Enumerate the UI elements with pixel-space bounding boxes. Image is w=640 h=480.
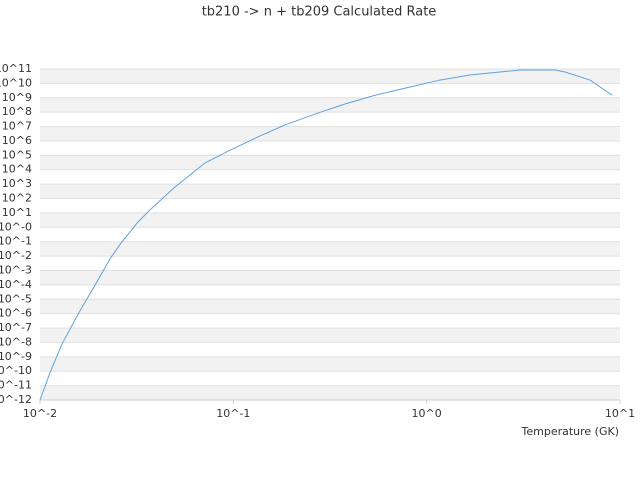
x-tick-label: 10^0 (412, 407, 442, 420)
grid-band (40, 155, 620, 170)
grid-band (40, 299, 620, 314)
y-tick-label: 10^11 (0, 62, 32, 75)
grid-band (40, 126, 620, 141)
y-tick-label: 10^-2 (0, 249, 32, 262)
y-tick-label: 10^10 (0, 76, 32, 89)
y-tick-label: 10^8 (2, 105, 32, 118)
y-tick-label: 10^2 (2, 192, 32, 205)
y-tick-label: 10^-3 (0, 263, 32, 276)
y-tick-label: 10^-9 (0, 350, 32, 363)
x-tick-label: 10^-1 (216, 407, 250, 420)
y-tick-label: 10^-8 (0, 335, 32, 348)
x-axis-label: Temperature (GK) (521, 425, 620, 438)
y-tick-label: 10^-0 (0, 220, 32, 233)
grid-band (40, 385, 620, 400)
grid-band (40, 97, 620, 113)
y-tick-label: 10^-7 (0, 321, 32, 334)
series-line (39, 69, 613, 401)
y-tick-label: 10^1 (2, 206, 32, 219)
y-tick-label: 10^6 (2, 134, 32, 147)
y-tick-label: 10^-5 (0, 292, 32, 305)
grid-band (40, 212, 620, 228)
y-tick-label: 10^-11 (0, 379, 32, 392)
x-tick-label: 10^-2 (23, 407, 57, 420)
chart-title: tb210 -> n + tb209 Calculated Rate (202, 5, 437, 20)
grid-band (40, 69, 620, 84)
grid-band (40, 356, 620, 372)
grid-band (40, 270, 620, 285)
y-tick-label: 10^-4 (0, 278, 32, 291)
grid-band (40, 184, 620, 199)
y-tick-label: 10^4 (2, 163, 32, 176)
y-tick-label: 10^7 (2, 120, 32, 133)
grid-band (40, 328, 620, 343)
y-tick-label: 10^9 (2, 91, 32, 104)
y-tick-label: 10^-12 (0, 393, 32, 406)
x-tick-label: 10^1 (605, 407, 635, 420)
y-tick-label: 10^-6 (0, 307, 32, 320)
y-tick-label: 10^-10 (0, 364, 32, 377)
y-tick-label: 10^-1 (0, 235, 32, 248)
y-tick-label: 10^3 (2, 177, 32, 190)
grid-band (40, 241, 620, 257)
y-tick-label: 10^5 (2, 148, 32, 161)
